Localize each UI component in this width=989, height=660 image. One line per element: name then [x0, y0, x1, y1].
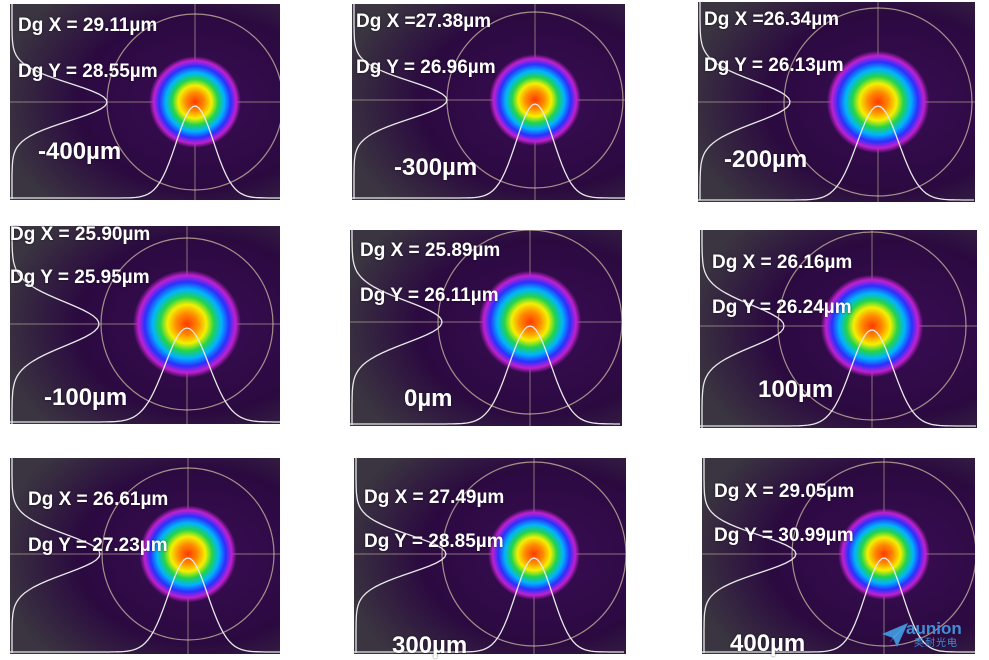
- beam-image: [702, 458, 975, 654]
- dgx-label-5: Dg X = 25.89µm: [360, 240, 501, 261]
- dgx-label-8: Dg X = 27.49µm: [364, 487, 505, 508]
- logo-name: aunion: [906, 619, 962, 638]
- dgy-label-3: Dg Y = 26.13µm: [704, 55, 844, 76]
- beam-image: [354, 458, 626, 654]
- position-label-1: -400µm: [38, 138, 122, 165]
- beam-panel-5: [350, 230, 622, 426]
- position-label-6: 100µm: [758, 376, 834, 403]
- dgx-label-2: Dg X =27.38µm: [356, 11, 492, 32]
- dgy-label-2: Dg Y = 26.96µm: [356, 57, 496, 78]
- aunion-logo: aunion 奥耐光电: [880, 618, 980, 654]
- beam-image: [10, 4, 280, 200]
- beam-panel-2: [352, 4, 625, 200]
- position-label-5: 0µm: [404, 385, 453, 412]
- position-label-3: -200µm: [724, 146, 808, 173]
- paper-plane-icon: [882, 623, 908, 647]
- beam-panel-6: [700, 230, 977, 428]
- dgx-label-9: Dg X = 29.05µm: [714, 481, 855, 502]
- beam-panel-7: [10, 458, 280, 654]
- position-label-4: -100µm: [44, 384, 128, 411]
- beam-image: [350, 230, 622, 426]
- dgx-label-1: Dg X = 29.11µm: [18, 15, 158, 36]
- dgx-label-3: Dg X =26.34µm: [704, 9, 840, 30]
- beam-image: [698, 2, 975, 202]
- dgx-label-7: Dg X = 26.61µm: [28, 489, 169, 510]
- beam-panel-1: [10, 4, 280, 200]
- dgy-label-4: Dg Y = 25.95µm: [10, 267, 150, 288]
- position-label-8: 300µm: [392, 632, 468, 659]
- beam-image: [352, 4, 625, 200]
- dgy-label-5: Dg Y = 26.11µm: [360, 285, 499, 306]
- beam-panel-3: [698, 2, 975, 202]
- beam-image: [700, 230, 977, 428]
- dgx-label-4: Dg X = 25.90µm: [10, 224, 151, 245]
- beam-image: [10, 458, 280, 654]
- position-label-9: 400µm: [730, 630, 806, 657]
- dgy-label-1: Dg Y = 28.55µm: [18, 61, 158, 82]
- logo-subtitle: 奥耐光电: [914, 638, 958, 649]
- beam-panel-4: [10, 226, 280, 424]
- dgy-label-6: Dg Y = 26.24µm: [712, 297, 852, 318]
- position-label-2: -300µm: [394, 154, 478, 181]
- dgy-label-9: Dg Y = 30.99µm: [714, 525, 854, 546]
- beam-panel-9: [702, 458, 975, 654]
- dgy-label-7: Dg Y = 27.23µm: [28, 535, 168, 556]
- beam-image: [10, 226, 280, 424]
- dgx-label-6: Dg X = 26.16µm: [712, 252, 853, 273]
- dgy-label-8: Dg Y = 28.85µm: [364, 531, 504, 552]
- beam-panel-8: [354, 458, 626, 654]
